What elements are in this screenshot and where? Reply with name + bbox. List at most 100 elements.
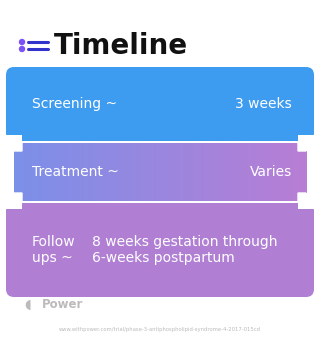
Bar (83, 143, 84, 201)
Bar (227, 143, 229, 201)
Bar (201, 143, 203, 201)
Bar (40, 143, 42, 201)
Bar (115, 143, 117, 201)
Bar (144, 143, 146, 201)
Bar (30, 143, 32, 201)
Text: Treatment ~: Treatment ~ (32, 165, 119, 179)
Bar (134, 143, 136, 201)
Bar (65, 143, 67, 201)
Bar (124, 143, 125, 201)
Bar (105, 143, 107, 201)
Bar (48, 143, 50, 201)
Bar (154, 143, 156, 201)
Bar (180, 143, 182, 201)
Bar (84, 143, 86, 201)
Bar (258, 143, 260, 201)
Bar (156, 143, 157, 201)
Bar (173, 143, 175, 201)
Bar (186, 143, 188, 201)
Bar (248, 143, 250, 201)
Bar (61, 143, 63, 201)
Polygon shape (298, 193, 306, 201)
Bar (158, 143, 161, 201)
Bar (119, 143, 121, 201)
Bar (81, 143, 83, 201)
Bar (80, 143, 82, 201)
Bar (59, 143, 61, 201)
Bar (289, 143, 291, 201)
Bar (280, 143, 282, 201)
Bar (103, 143, 105, 201)
Bar (220, 143, 222, 201)
Text: Varies: Varies (250, 165, 292, 179)
Bar (77, 143, 79, 201)
Bar (246, 143, 248, 201)
Polygon shape (14, 193, 22, 201)
Bar (199, 143, 201, 201)
Bar (210, 143, 212, 201)
Bar (78, 143, 80, 201)
Bar (106, 143, 108, 201)
Bar (277, 143, 279, 201)
Bar (150, 143, 152, 201)
Bar (131, 143, 133, 201)
Bar (142, 143, 144, 201)
Text: Screening ~: Screening ~ (32, 97, 117, 111)
Text: 3 weeks: 3 weeks (235, 97, 292, 111)
Bar (56, 143, 58, 201)
Bar (88, 143, 91, 201)
Bar (194, 143, 196, 201)
Bar (157, 143, 159, 201)
Bar (239, 143, 241, 201)
Bar (228, 143, 231, 201)
Bar (18, 143, 20, 201)
Bar (67, 143, 68, 201)
Bar (21, 143, 23, 201)
Bar (129, 143, 131, 201)
Bar (51, 143, 52, 201)
Bar (99, 143, 100, 201)
Bar (74, 143, 76, 201)
Bar (170, 143, 172, 201)
Bar (255, 143, 257, 201)
Bar (94, 143, 96, 201)
Bar (6, 193, 22, 209)
Bar (85, 143, 87, 201)
Bar (160, 143, 162, 201)
Bar (58, 143, 60, 201)
Bar (64, 143, 66, 201)
Bar (285, 143, 287, 201)
Bar (75, 143, 77, 201)
Bar (15, 143, 17, 201)
Bar (175, 143, 177, 201)
Bar (116, 143, 118, 201)
Bar (46, 143, 48, 201)
Bar (163, 143, 165, 201)
Bar (45, 143, 47, 201)
Bar (128, 143, 130, 201)
Bar (245, 143, 247, 201)
Bar (275, 143, 277, 201)
Bar (262, 143, 264, 201)
Bar (6, 135, 22, 151)
Bar (137, 143, 139, 201)
Bar (97, 143, 99, 201)
Bar (192, 143, 194, 201)
Bar (292, 143, 293, 201)
Bar (211, 143, 213, 201)
Bar (14, 143, 16, 201)
Bar (293, 143, 295, 201)
Bar (268, 143, 270, 201)
Bar (148, 143, 150, 201)
Bar (281, 143, 283, 201)
Text: Timeline: Timeline (54, 32, 188, 59)
Bar (251, 143, 252, 201)
Bar (145, 143, 148, 201)
Bar (237, 143, 239, 201)
Bar (242, 143, 244, 201)
Bar (249, 143, 251, 201)
Bar (68, 143, 70, 201)
Bar (217, 143, 219, 201)
Bar (113, 143, 115, 201)
Bar (299, 143, 301, 201)
